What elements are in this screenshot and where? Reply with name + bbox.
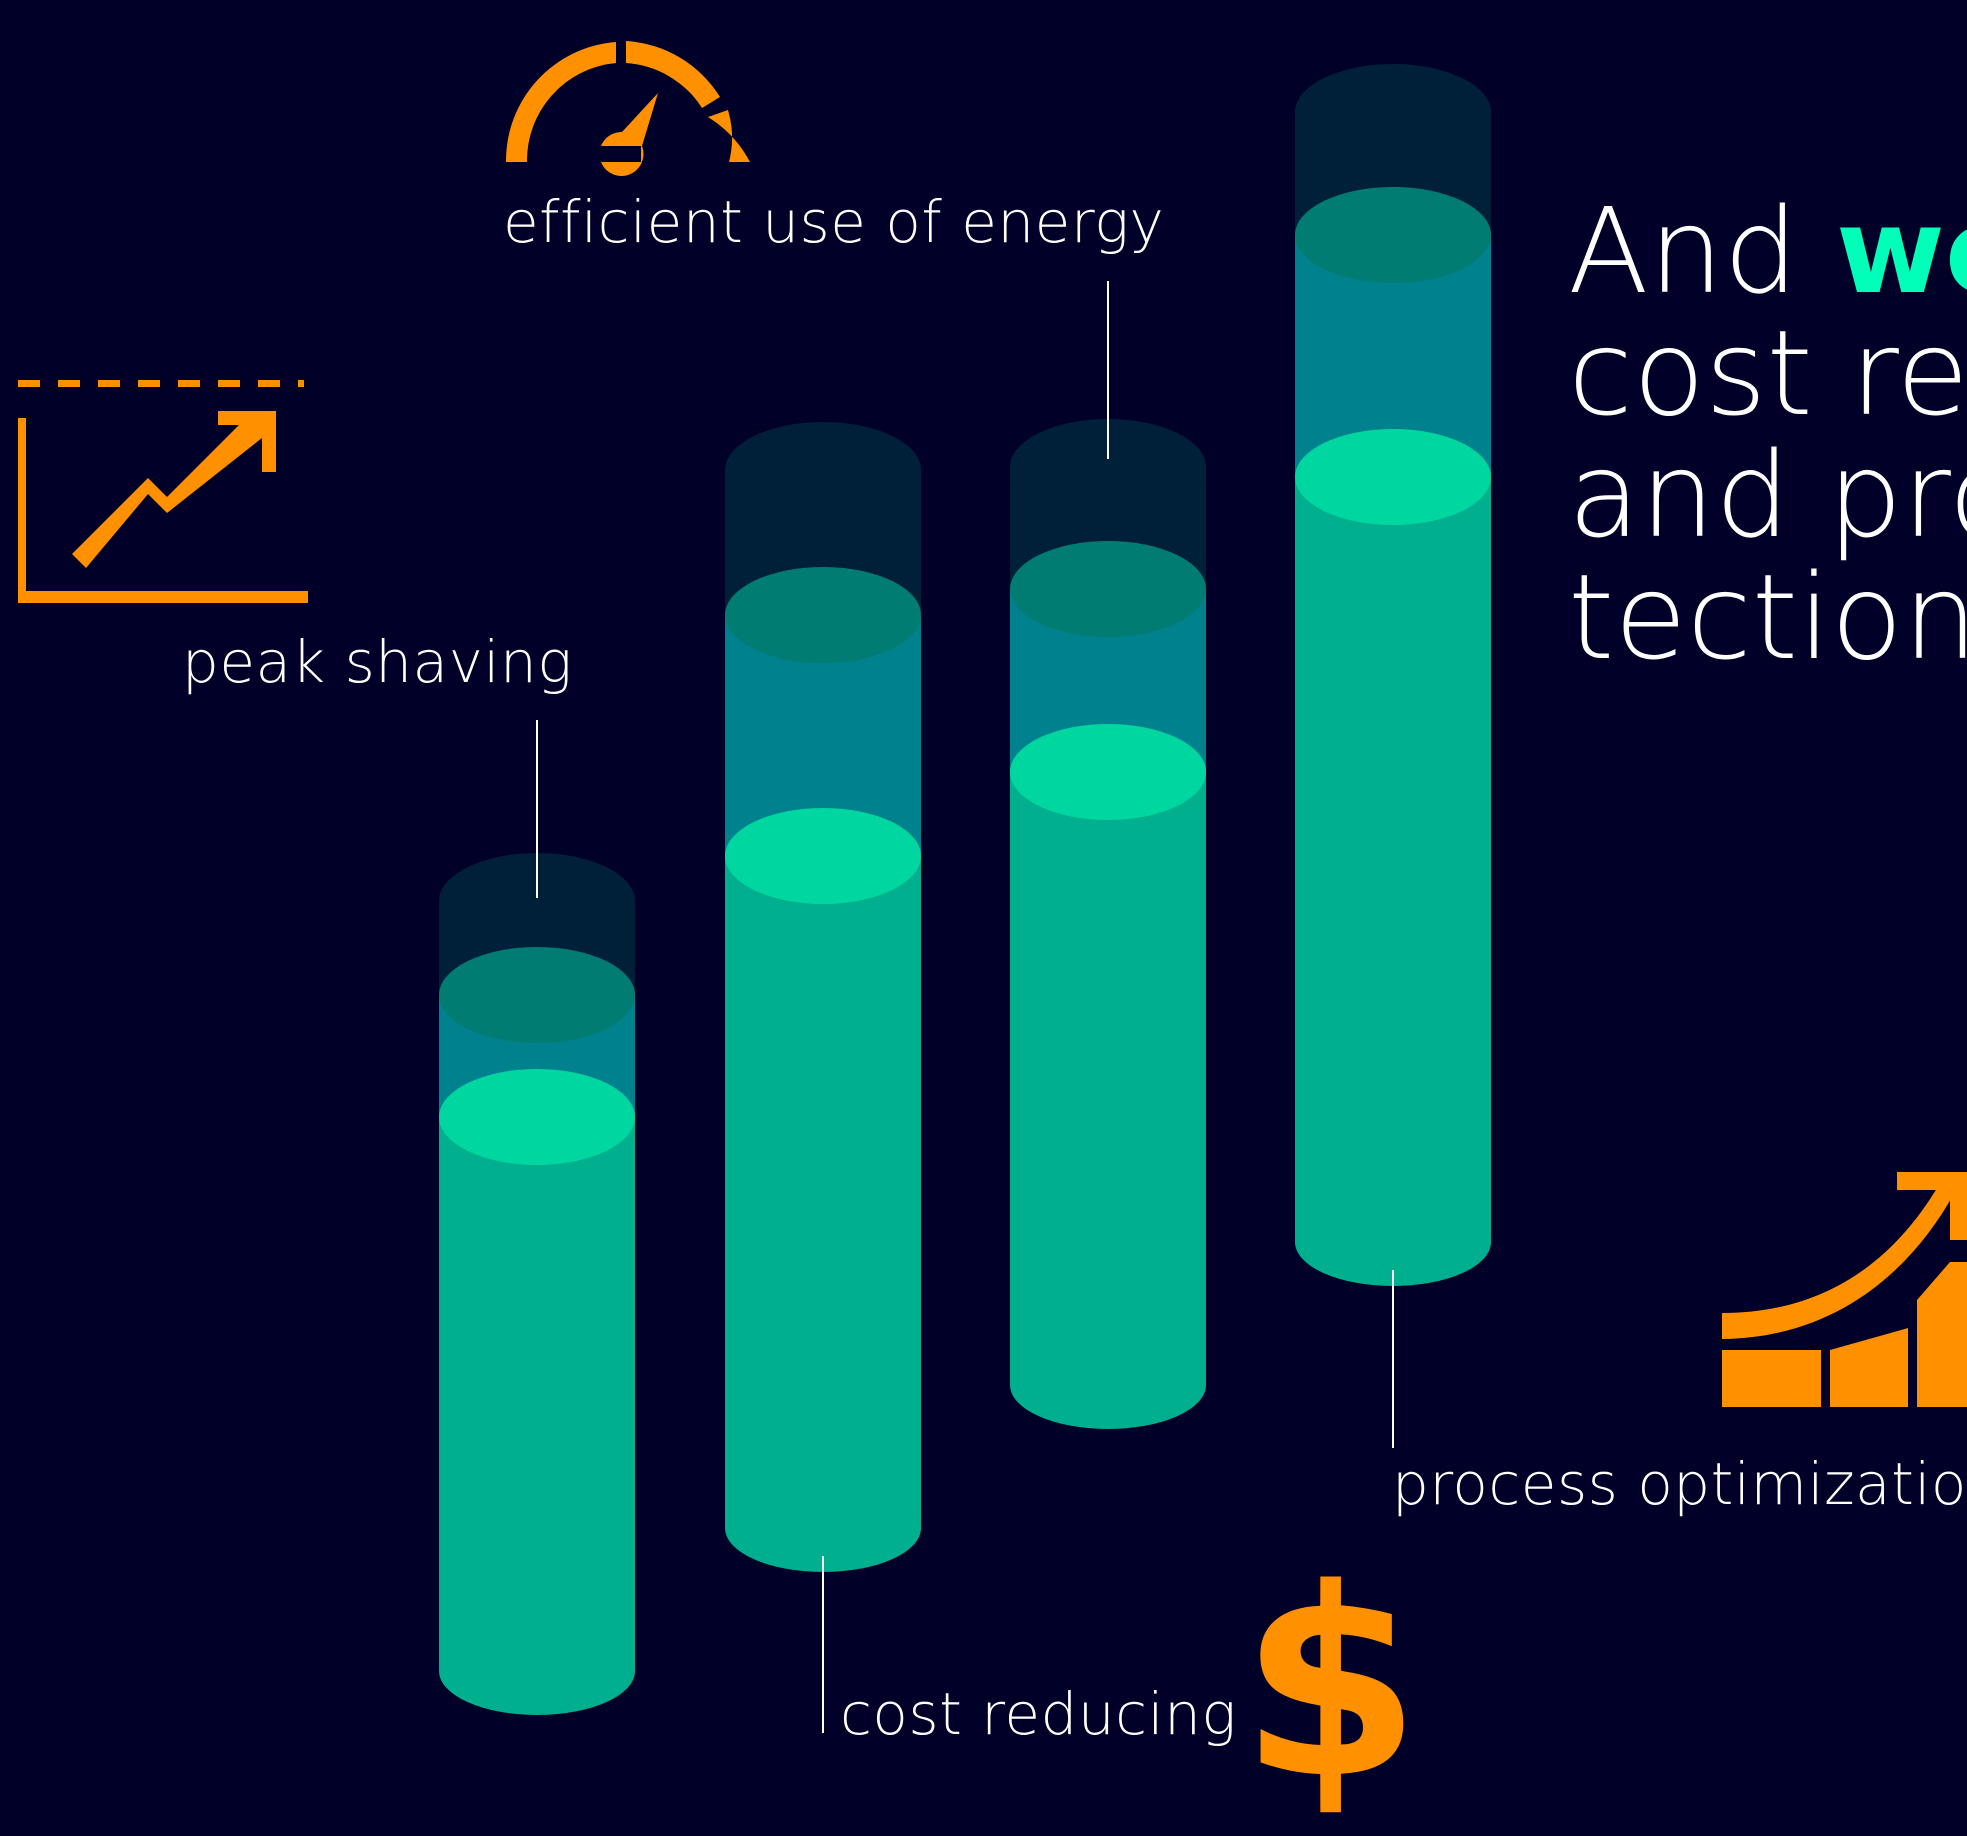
cylinder-efficient-use	[1010, 419, 1206, 1429]
label-process-optimization: process optimization	[1392, 1450, 1967, 1518]
speedometer-icon	[505, 41, 750, 176]
cylinder-peak-shaving	[439, 853, 635, 1715]
headline-line-3: and pro	[1568, 426, 1967, 564]
dollar-icon: $	[1240, 1534, 1421, 1836]
headline-prefix: And	[1568, 182, 1836, 320]
cylinder-cost-reducing	[725, 422, 921, 1572]
cylinder-process-optimization	[1295, 64, 1491, 1286]
headline-highlight: we	[1835, 182, 1967, 320]
headline-line-4: tection	[1568, 548, 1967, 686]
label-efficient-use: efficient use of energy	[503, 188, 1165, 256]
label-peak-shaving: peak shaving	[182, 628, 573, 696]
growth-chart-icon	[18, 380, 308, 603]
headline: And we cost red and pro tection	[1568, 190, 1967, 678]
label-cost-reducing: cost reducing	[840, 1680, 1237, 1748]
headline-line-1: And we	[1568, 190, 1967, 312]
bar-growth-icon	[1722, 1172, 1967, 1407]
headline-line-2: cost red	[1568, 304, 1967, 442]
